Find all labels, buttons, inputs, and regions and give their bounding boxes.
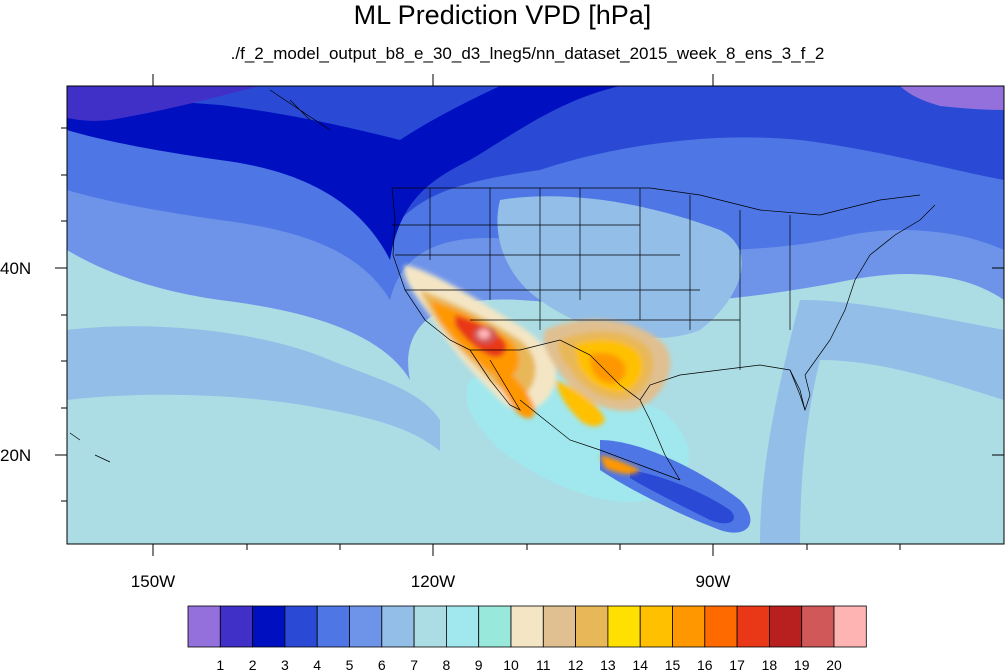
- colorbar-label: 3: [281, 657, 289, 672]
- boundaries: [69, 89, 936, 481]
- colorbar-swatch: [672, 605, 706, 648]
- colorbar-swatch: [381, 605, 415, 648]
- lon-label-150w: 150W: [130, 572, 176, 591]
- colorbar-swatch: [316, 605, 350, 648]
- colorbar-swatch: [445, 605, 480, 648]
- colorbar-label: 9: [475, 657, 483, 672]
- colorbar-swatch: [607, 605, 641, 648]
- colorbar-label: 12: [568, 657, 584, 672]
- colorbar-label: 18: [762, 657, 778, 672]
- map-title: ML Prediction VPD [hPa]: [353, 0, 652, 30]
- colorbar-label: 4: [313, 657, 321, 672]
- map-subtitle: ./f_2_model_output_b8_e_30_d3_lneg5/nn_d…: [230, 44, 825, 63]
- colorbar-swatch: [284, 605, 318, 648]
- axis-ticks: [55, 74, 1004, 556]
- colorbar-swatch: [510, 605, 544, 648]
- colorbar-swatch: [413, 605, 447, 648]
- colorbar-swatch: [704, 605, 738, 648]
- minor-ticks: [61, 127, 901, 550]
- colorbar-label: 16: [697, 657, 713, 672]
- colorbar-label: 14: [632, 657, 648, 672]
- colorbar-label: 1: [216, 657, 224, 672]
- lon-label-120w: 120W: [410, 572, 456, 591]
- map-field: [67, 86, 1004, 544]
- colorbar-label: 6: [378, 657, 386, 672]
- colorbar-label: 5: [346, 657, 354, 672]
- colorbar-swatch: [801, 605, 835, 648]
- colorbar-swatch: [187, 605, 221, 648]
- colorbar-label: 20: [826, 657, 842, 672]
- colorbar-swatch: [542, 605, 576, 648]
- colorbar-label: 19: [794, 657, 810, 672]
- colorbar-label: 15: [665, 657, 681, 672]
- colorbar-swatch: [478, 605, 512, 648]
- colorbar-label: 2: [249, 657, 257, 672]
- colorbar-label: 11: [536, 657, 551, 672]
- colorbar-swatch: [639, 605, 673, 648]
- lon-label-90w: 90W: [695, 572, 731, 591]
- colorbar-swatch: [769, 605, 803, 648]
- colorbar-swatch: [252, 605, 286, 648]
- colorbar-label: 10: [503, 657, 519, 672]
- colorbar-label: 8: [443, 657, 451, 672]
- colorbar-swatch: [575, 605, 609, 648]
- colorbar-label: 7: [410, 657, 418, 672]
- colorbar-swatch: [349, 605, 383, 648]
- colorbar-label: 13: [600, 657, 616, 672]
- colorbar-label: 17: [729, 657, 745, 672]
- colorbar-swatch: [833, 605, 867, 648]
- lat-label-40n: 40N: [0, 259, 32, 278]
- lat-label-20n: 20N: [0, 446, 32, 465]
- colorbar-swatch: [736, 605, 770, 648]
- colorbar-swatch: [219, 605, 254, 648]
